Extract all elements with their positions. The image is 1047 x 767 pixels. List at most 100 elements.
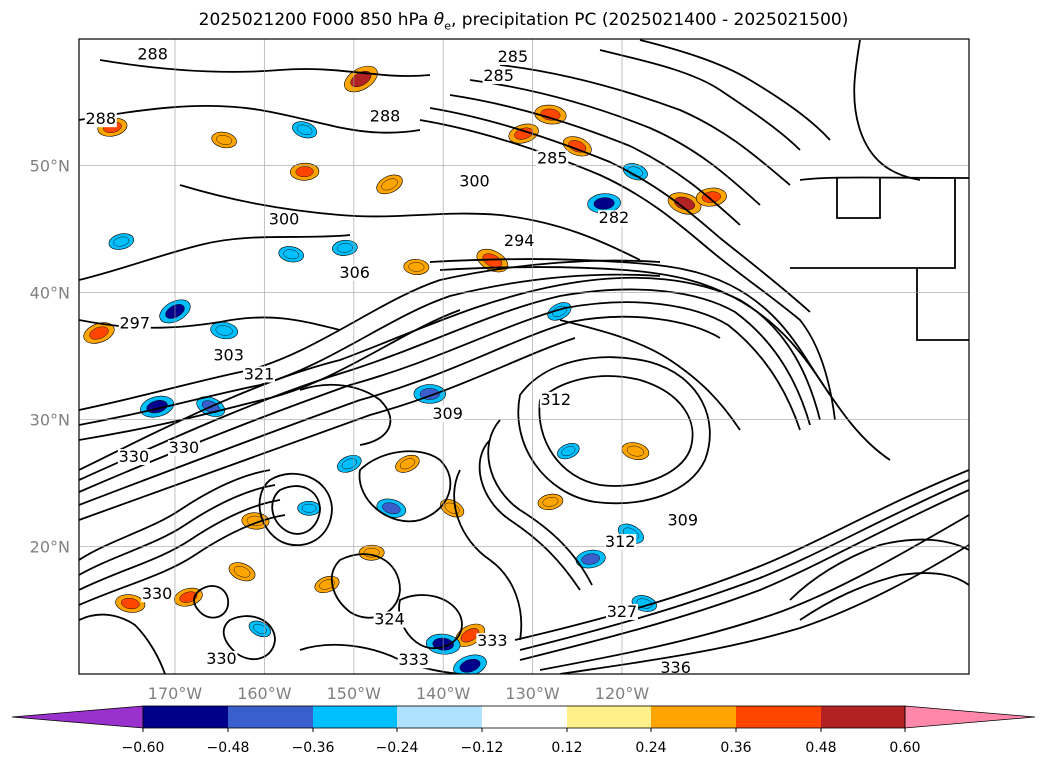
- contour-line: [79, 514, 286, 606]
- contour-label: 285: [537, 149, 568, 168]
- title-theta: θ: [433, 10, 445, 30]
- contour-line: [179, 184, 641, 261]
- contour-label: 300: [269, 210, 300, 229]
- contour-label: 285: [498, 47, 529, 66]
- graticule: [79, 39, 969, 674]
- contour-label: 285: [483, 66, 514, 85]
- contour-line: [514, 469, 969, 641]
- contour-line: [799, 176, 969, 181]
- contour-label: 294: [504, 231, 535, 250]
- colorbar-segment: [821, 706, 905, 728]
- colorbar-label: 0.12: [551, 740, 582, 756]
- contour-label: 288: [86, 109, 117, 128]
- contour-line: [517, 356, 711, 505]
- contour-label-background: [373, 611, 406, 628]
- title-prefix: 2025021200 F000 850 hPa: [198, 10, 434, 30]
- contour-line: [789, 538, 969, 601]
- contour-label: 330: [206, 649, 237, 668]
- contour-label: 330: [119, 447, 150, 466]
- contour-label: 312: [605, 532, 636, 551]
- colorbar-label: 0.24: [635, 740, 666, 756]
- precip-anomaly-core: [593, 197, 615, 210]
- title-suffix: , precipitation PC (2025021400 - 2025021…: [450, 10, 849, 30]
- precip-anomaly-core: [568, 140, 587, 153]
- contour-label-background: [141, 586, 174, 603]
- contour-label: 339: [567, 673, 598, 692]
- latitude-tick-labels: 50°N 40°N 30°N 20°N: [30, 156, 70, 556]
- contour-line: [419, 119, 836, 421]
- contour-line: [358, 450, 452, 523]
- contour-label: 312: [541, 390, 572, 409]
- colorbar-label: 0.36: [720, 740, 751, 756]
- contour-line: [99, 59, 431, 77]
- contour-label-background: [205, 650, 238, 667]
- contour-label-background: [476, 633, 509, 650]
- precip-anomaly-core: [381, 178, 398, 191]
- contour-label: 306: [339, 263, 370, 282]
- map-title: 2025021200 F000 850 hPa θe, precipitatio…: [0, 10, 1047, 32]
- longitude-tick-label: 120°W: [595, 684, 650, 703]
- contour-label-background: [503, 233, 536, 250]
- contour-line: [599, 49, 801, 151]
- precip-anomaly-core: [382, 502, 401, 515]
- contour-line: [429, 107, 811, 313]
- contour-label-background: [536, 150, 569, 167]
- contour-labels: 2882882852852883002852823003062942973033…: [84, 44, 699, 692]
- contour-line: [487, 419, 593, 586]
- contour-line: [299, 383, 392, 446]
- contour-label: 300: [459, 171, 490, 190]
- contour-label-background: [268, 211, 301, 228]
- colorbar-segment: [567, 706, 651, 728]
- contour-label: 336: [660, 658, 691, 677]
- colorbar-label: −0.48: [207, 740, 250, 756]
- colorbar-label: 0.48: [805, 740, 836, 756]
- contour-label-background: [167, 440, 200, 457]
- contour-label: 309: [432, 404, 463, 423]
- contour-label: 282: [599, 208, 630, 227]
- colorbar-segment: [736, 706, 821, 728]
- precip-anomaly-core: [482, 253, 503, 268]
- latitude-tick-label: 40°N: [30, 283, 70, 302]
- contour-line: [478, 439, 581, 591]
- contour-line: [79, 337, 576, 521]
- contour-label-background: [604, 534, 637, 551]
- precip-anomaly-core: [561, 446, 576, 457]
- contour-label: 288: [370, 107, 401, 126]
- colorbar-segment: [143, 706, 228, 728]
- contour-line: [193, 585, 229, 619]
- longitude-tick-label: 150°W: [327, 684, 382, 703]
- contour-label-background: [397, 652, 430, 669]
- contour-line: [79, 288, 811, 481]
- colorbar-label: −0.12: [461, 740, 504, 756]
- contour-line: [79, 234, 351, 281]
- contour-label: 333: [477, 631, 508, 650]
- contour-line: [398, 594, 463, 649]
- precip-anomaly-core: [701, 191, 721, 203]
- map-content: 2882882852852883002852823003062942973033…: [79, 39, 969, 692]
- contour-line: [453, 469, 523, 641]
- contour-line: [469, 79, 761, 206]
- longitude-tick-label: 160°W: [237, 684, 292, 703]
- precip-anomaly-core: [336, 243, 353, 253]
- precip-anomaly-core: [296, 124, 313, 135]
- contour-label-background: [243, 366, 276, 383]
- contour-label-background: [458, 173, 491, 190]
- latitude-tick-label: 30°N: [30, 410, 70, 429]
- contour-line: [836, 178, 881, 219]
- contour-label-background: [482, 68, 515, 85]
- contour-line: [519, 489, 969, 661]
- contour-line: [449, 94, 741, 226]
- contour-line: [79, 499, 281, 591]
- contour-label-background: [597, 210, 630, 227]
- colorbar-extend-max: [904, 705, 1036, 729]
- contour-label-background: [118, 315, 151, 332]
- contour-line: [79, 469, 271, 561]
- contour-line: [559, 544, 969, 674]
- contour-label: 309: [667, 511, 698, 530]
- precip-anomaly-core: [233, 566, 251, 578]
- contour-line: [519, 479, 969, 651]
- colorbar-label: −0.24: [376, 740, 419, 756]
- precip-anomaly-core: [216, 135, 233, 145]
- contour-label: 330: [169, 438, 200, 457]
- colorbar-outline: [142, 705, 906, 729]
